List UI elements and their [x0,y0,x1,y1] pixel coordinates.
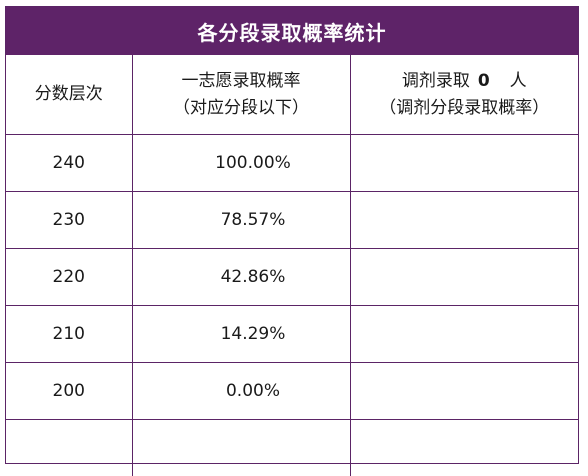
rate-value: 100.00% [191,153,291,173]
header-first-choice-rate: 一志愿录取概率 （对应分段以下） [132,55,350,135]
rate-value: 0.00% [202,381,280,401]
header-adjust-count: 0 [478,71,490,91]
table-row [6,420,578,476]
rate-cell: 0.00% [132,363,350,420]
adjust-cell [350,420,578,476]
adjust-cell [350,135,578,192]
header-adjust-note: （调剂分段录取概率） [351,95,579,121]
header-first-choice-note: （对应分段以下） [133,95,350,121]
table-row: 200 0.00% [6,363,578,420]
rate-value: 42.86% [197,267,286,287]
score-cell: 240 [6,135,132,192]
rate-cell: 100.00% [132,135,350,192]
adjust-cell [350,249,578,306]
rate-value: 14.29% [197,324,286,344]
table-row: 230 78.57% [6,192,578,249]
score-cell [6,420,132,476]
adjust-cell [350,192,578,249]
score-cell: 230 [6,192,132,249]
adjust-cell [350,306,578,363]
rate-value: 78.57% [197,210,286,230]
adjust-cell [350,363,578,420]
rate-cell [132,420,350,476]
score-cell: 200 [6,363,132,420]
rate-cell: 78.57% [132,192,350,249]
table-row: 210 14.29% [6,306,578,363]
score-cell: 210 [6,306,132,363]
header-adjust-prefix: 调剂录取 [402,71,470,91]
header-score-level: 分数层次 [6,55,132,135]
table-row: 220 42.86% [6,249,578,306]
score-cell: 220 [6,249,132,306]
rate-cell: 42.86% [132,249,350,306]
header-first-choice-label: 一志愿录取概率 [133,68,350,94]
rate-cell: 14.29% [132,306,350,363]
table-title: 各分段录取概率统计 [6,7,578,55]
table-row: 240 100.00% [6,135,578,192]
header-adjust-suffix: 人 [510,71,527,91]
